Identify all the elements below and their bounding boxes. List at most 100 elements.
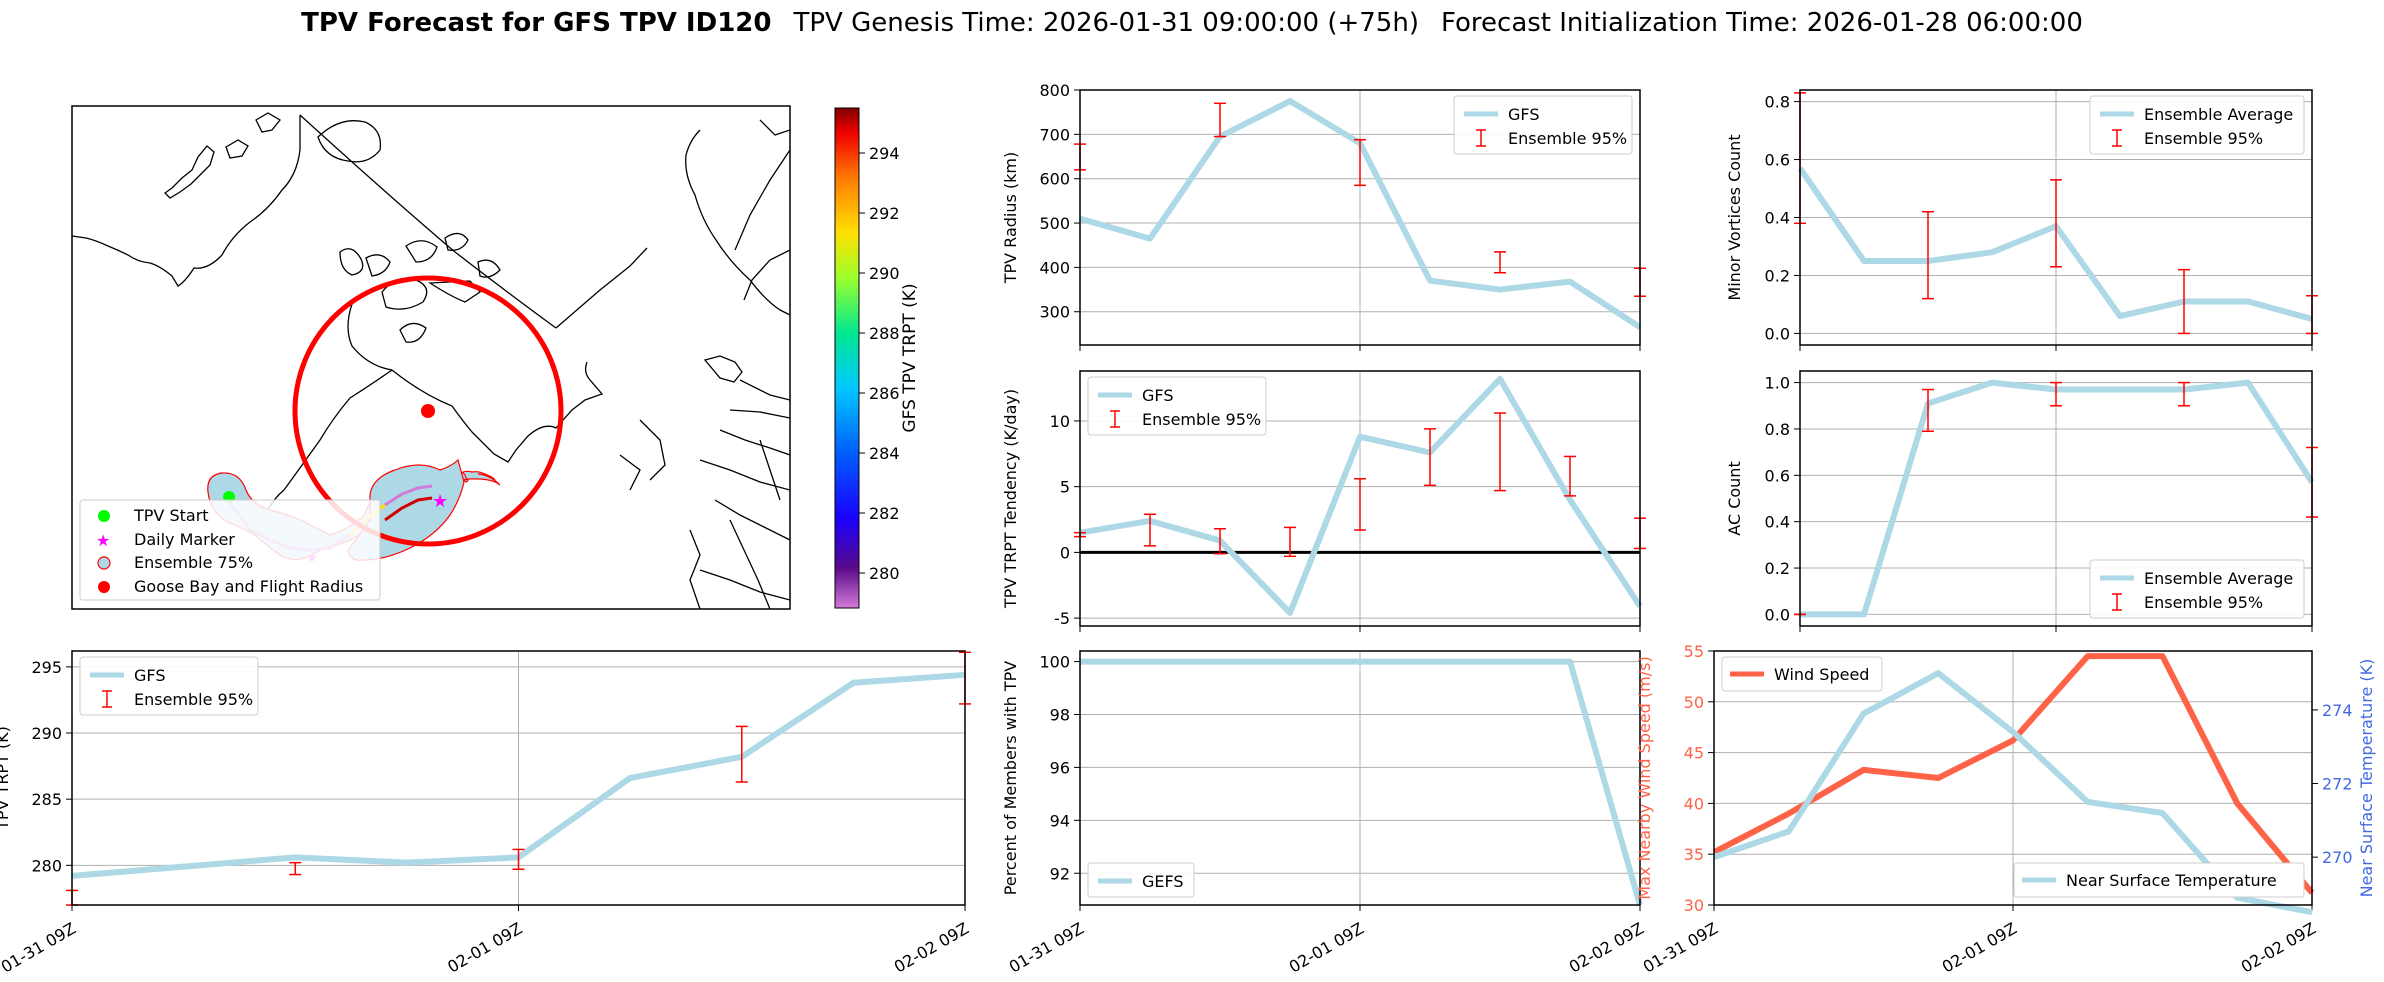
legend-box — [2089, 95, 2305, 155]
suptitle: TPV Forecast for GFS TPV ID120 TPV Genesi… — [301, 8, 2083, 38]
legend-label: GEFS — [1142, 872, 1184, 891]
ytick-label: 0.0 — [1765, 324, 1790, 343]
xtick-label: 02-01 09Z — [1286, 919, 1367, 977]
chart-percent: 92 94 96 98 100 01-31 09Z 02-01 09Z 02-02 09Z Pe… — [1001, 650, 1647, 977]
legend-daily-marker: Daily Marker — [134, 530, 235, 549]
legend-box — [2013, 862, 2305, 898]
ytick-label: 0.4 — [1765, 209, 1790, 228]
axes-frame — [1799, 89, 2313, 346]
ytick-label: 290 — [31, 724, 62, 743]
series-line-gfs — [1079, 375, 1643, 616]
ytick-label: 0.0 — [1765, 605, 1790, 624]
chart-tendency: -5 0 5 10 TPV TRPT Tendency (K/day) GFS Ensemb… — [1001, 370, 1646, 632]
legend-goose-bay: Goose Bay and Flight Radius — [134, 577, 363, 596]
legend-box — [1087, 376, 1267, 436]
ytick-label: 280 — [31, 856, 62, 875]
legend-tpv-start: TPV Start — [133, 506, 209, 525]
colorbar — [834, 107, 860, 609]
cb-tick: 282 — [869, 504, 900, 523]
map-legend: TPV Start ★ Daily Marker Ensemble 75% Go… — [79, 499, 381, 601]
ytick-label: 0.8 — [1765, 420, 1790, 439]
ytick-label: 600 — [1039, 170, 1070, 189]
ytick-label: 0.4 — [1765, 513, 1790, 532]
cb-tick: 288 — [869, 324, 900, 343]
ylabel: Minor Vortices Count — [1725, 134, 1744, 300]
xtick-label: 01-31 09Z — [1640, 919, 1721, 977]
cb-tick: 292 — [869, 204, 900, 223]
cb-tick: 280 — [869, 564, 900, 583]
axes-frame — [71, 650, 966, 906]
legend-ensemble-icon — [97, 556, 111, 570]
ytick-label: 0 — [1060, 543, 1070, 562]
daily-marker-star: ★ — [432, 491, 448, 512]
legend: Wind Speed Near Surface Temperature — [1721, 656, 2305, 898]
ytick-label: 700 — [1039, 125, 1070, 144]
legend-ensemble-75: Ensemble 75% — [134, 553, 253, 572]
cb-tick: 290 — [869, 264, 900, 283]
xtick-label: 01-31 09Z — [1006, 919, 1087, 977]
legend-box — [79, 656, 259, 716]
legend-label: Near Surface Temperature — [2066, 871, 2277, 890]
ytick-label: 0.8 — [1765, 93, 1790, 112]
ytick-label: 100 — [1039, 653, 1070, 672]
chart-ac: 0.0 0.2 0.4 0.6 0.8 1.0 AC Count Ensemble Avera… — [1725, 370, 2318, 632]
legend-box — [1453, 95, 1633, 155]
legend-label: GFS — [1508, 105, 1539, 124]
flight-radius-circle — [292, 275, 564, 547]
ytick-label: -5 — [1054, 609, 1070, 628]
xtick-label: 01-31 09Z — [0, 919, 79, 977]
ylabel: Max Nearby Wind Speed (m/s) — [1635, 656, 1654, 899]
legend-label: Ensemble 95% — [1142, 410, 1261, 429]
ytick-label: 0.2 — [1765, 266, 1790, 285]
legend: GFS Ensemble 95% — [1453, 95, 1633, 155]
ytick-right-label: 272 — [2322, 775, 2353, 794]
cb-tick: 294 — [869, 144, 900, 163]
xtick-label: 02-01 09Z — [444, 919, 525, 977]
ytick-label: 400 — [1039, 258, 1070, 277]
legend-label: Ensemble 95% — [134, 690, 253, 709]
legend: Ensemble Average Ensemble 95% — [2089, 95, 2305, 155]
xtick-label: 02-01 09Z — [1939, 919, 2020, 977]
ytick-label: 45 — [1684, 744, 1704, 763]
suptitle-main: TPV Forecast for GFS TPV ID120 — [301, 8, 771, 38]
ylabel: TPV Radius (km) — [1001, 152, 1020, 285]
ytick-label: 92 — [1050, 864, 1070, 883]
legend: GEFS — [1087, 862, 1195, 898]
map-panel: ★ ★ TPV Start ★ Daily Marker Ensemble 75… — [71, 105, 920, 610]
legend-label: Ensemble 95% — [2144, 593, 2263, 612]
ytick-label: 0.6 — [1765, 151, 1790, 170]
legend-label: Ensemble 95% — [1508, 129, 1627, 148]
axes-frame — [1079, 370, 1641, 627]
legend-box — [2089, 559, 2305, 619]
ytick-label: 40 — [1684, 794, 1704, 813]
axes-frame — [1799, 370, 2313, 627]
ytick-label: 300 — [1039, 303, 1070, 322]
ylabel: TPV TRPT (K) — [0, 726, 12, 831]
cb-tick: 284 — [869, 444, 900, 463]
suptitle-genesis: TPV Genesis Time: 2026-01-31 09:00:00 (+… — [792, 8, 1419, 38]
ytick-right-label: 274 — [2322, 701, 2353, 720]
ytick-label: 295 — [31, 658, 62, 677]
legend-tpv-start-icon — [98, 510, 110, 522]
ytick-label: 96 — [1050, 758, 1070, 777]
legend-label: Wind Speed — [1774, 665, 1869, 684]
goose-bay-marker — [421, 404, 435, 418]
colorbar-ticks: 294 292 290 288 286 284 282 280 — [859, 144, 900, 583]
suptitle-init: Forecast Initialization Time: 2026-01-28… — [1441, 8, 2083, 38]
legend-goose-bay-icon — [98, 581, 110, 593]
legend-label: Ensemble Average — [2144, 569, 2293, 588]
ytick-label: 10 — [1050, 412, 1070, 431]
legend: GFS Ensemble 95% — [1087, 376, 1267, 436]
ytick-label: 35 — [1684, 845, 1704, 864]
legend-label: Ensemble Average — [2144, 105, 2293, 124]
chart-trpt: 280 285 290 295 01-31 09Z 02-01 09Z 02-02 09Z T… — [0, 650, 972, 977]
ytick-label: 285 — [31, 790, 62, 809]
cb-tick: 286 — [869, 384, 900, 403]
legend: GFS Ensemble 95% — [79, 656, 259, 716]
legend-label: Ensemble 95% — [2144, 129, 2263, 148]
axes-frame — [1713, 650, 2313, 906]
ytick-label: 5 — [1060, 478, 1070, 497]
series-line-wind-speed — [1712, 653, 2315, 895]
